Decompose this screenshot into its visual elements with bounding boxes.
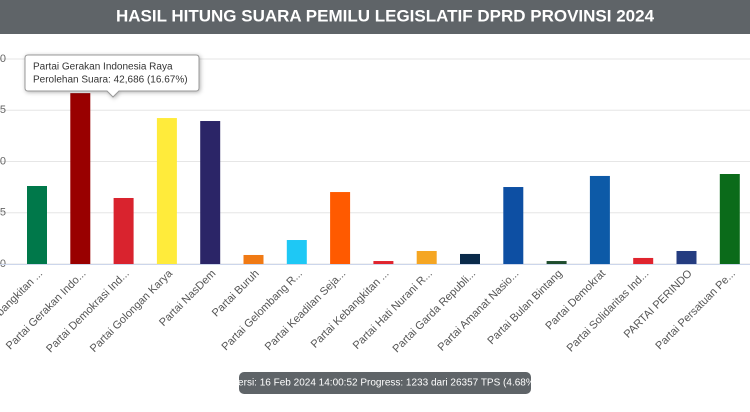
- footer-text: Versi: 16 Feb 2024 14:00:52 Progress: 12…: [232, 378, 538, 389]
- y-tick-label: 20: [0, 53, 6, 65]
- bar: [503, 187, 524, 264]
- bar: [676, 250, 697, 264]
- x-tick-label: Partai Kebangkitan ...: [309, 268, 392, 351]
- x-tick-label: Partai Garda Republi...: [391, 268, 479, 356]
- tooltip: Partai Gerakan Indonesia Raya Perolehan …: [24, 54, 200, 98]
- bar: [719, 174, 740, 264]
- tooltip-text: Perolehan Suara: 42,686 (16.67%): [33, 75, 188, 86]
- bar: [633, 257, 654, 264]
- bar: [416, 250, 437, 264]
- y-tick-label: 0: [0, 258, 6, 270]
- bar: [113, 197, 134, 264]
- footer-badge: [239, 372, 531, 394]
- y-tick-label: 5: [0, 207, 6, 219]
- bar: [460, 253, 480, 264]
- bar: [330, 192, 351, 264]
- chart-title: HASIL HITUNG SUARA PEMILU LEGISLATIF DPR…: [116, 6, 655, 25]
- x-tick-label: Partai Keadilan Seja...: [263, 268, 348, 353]
- x-tick-label: Partai Gelombang R...: [220, 268, 305, 353]
- x-tick-label: Partai Solidaritas Ind...: [565, 268, 652, 355]
- plot: 0 5 10 15 20 Partai Kebangkitan ... Partai Ger…: [0, 53, 750, 355]
- y-tick-label: 10: [0, 155, 6, 167]
- bar: [156, 118, 177, 264]
- x-tick-label: Partai Persatuan Pe...: [653, 268, 738, 353]
- tooltip-box: [24, 54, 200, 98]
- header-bar: [0, 0, 750, 34]
- bar: [373, 261, 394, 264]
- bar: [286, 240, 307, 264]
- x-tick-label: Partai Gerakan Indo...: [4, 268, 89, 353]
- bar: [70, 93, 91, 264]
- bar: [243, 254, 264, 264]
- bar: [589, 175, 610, 264]
- x-tick-label: Partai Golongan Karya: [88, 267, 176, 355]
- x-tick-label: Partai Bulan Bintang: [485, 268, 564, 347]
- x-tick-label: Partai Demokrasi Ind...: [44, 268, 132, 356]
- x-tick-label: Partai Amanat Nasio...: [436, 268, 522, 354]
- bar: [27, 185, 47, 264]
- bar: [200, 121, 221, 264]
- x-tick-label: Partai Hati Nurani R...: [351, 268, 435, 352]
- y-tick-label: 15: [0, 104, 6, 116]
- bar: [546, 261, 567, 264]
- tooltip-title: Partai Gerakan Indonesia Raya: [33, 62, 173, 73]
